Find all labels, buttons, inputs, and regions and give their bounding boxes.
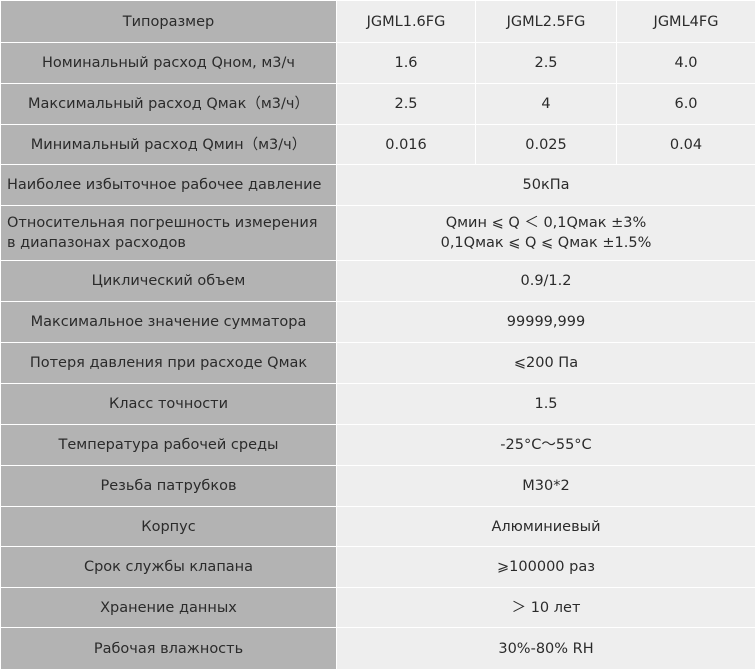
label-line: в диапазонах расходов	[7, 235, 186, 251]
label-line: Относительная погрешность измерения	[7, 215, 318, 231]
row-value-cell: 30%-80% RH	[336, 627, 756, 670]
row-value-cell: 6.0	[616, 83, 756, 125]
table-row: Температура рабочей среды -25°С～55°С	[0, 424, 756, 466]
header-label-cell: Типоразмер	[0, 0, 337, 43]
row-value-cell: ⩽200 Па	[336, 342, 756, 384]
table-row: Резьба патрубков M30*2	[0, 465, 756, 507]
table-row: Максимальное значение сумматора 99999,99…	[0, 301, 756, 343]
table-row: Циклический объем 0.9/1.2	[0, 260, 756, 302]
row-value-cell: Алюминиевый	[336, 506, 756, 547]
row-label-cell: Минимальный расход Qмин（м3/ч）	[0, 124, 337, 165]
row-label-cell: Корпус	[0, 506, 337, 547]
row-value-cell: 0.016	[336, 124, 476, 165]
row-value-cell: 0.025	[475, 124, 617, 165]
row-label-cell: Резьба патрубков	[0, 465, 337, 507]
table-row: Относительная погрешность измерения в ди…	[0, 205, 756, 261]
row-label-cell: Номинальный расход Qном, м3/ч	[0, 42, 337, 84]
model-header-cell: JGML4FG	[616, 0, 756, 43]
row-value-cell: 99999,999	[336, 301, 756, 343]
row-label-cell: Циклический объем	[0, 260, 337, 302]
row-value-cell: 1.6	[336, 42, 476, 84]
row-label-cell: Рабочая влажность	[0, 627, 337, 670]
value-line: 0,1Qмак ⩽ Q ⩽ Qмак ±1.5%	[440, 235, 652, 251]
row-value-cell: 2.5	[336, 83, 476, 125]
table-row: Потеря давления при расходе Qмак ⩽200 Па	[0, 342, 756, 384]
row-value-cell: Qмин ⩽ Q ＜ 0,1Qмак ±3% 0,1Qмак ⩽ Q ⩽ Qма…	[336, 205, 756, 261]
row-label-cell: Срок службы клапана	[0, 546, 337, 588]
row-value-cell: 2.5	[475, 42, 617, 84]
table-row: Корпус Алюминиевый	[0, 506, 756, 547]
row-value-cell: M30*2	[336, 465, 756, 507]
row-label-cell: Класс точности	[0, 383, 337, 425]
row-value-cell: 4	[475, 83, 617, 125]
row-value-cell: 0.9/1.2	[336, 260, 756, 302]
row-value-cell: ⩾100000 раз	[336, 546, 756, 588]
model-header-cell: JGML2.5FG	[475, 0, 617, 43]
row-value-cell: 50кПа	[336, 164, 756, 206]
table-row: Срок службы клапана ⩾100000 раз	[0, 546, 756, 588]
row-label-cell: Потеря давления при расходе Qмак	[0, 342, 337, 384]
model-header-cell: JGML1.6FG	[336, 0, 476, 43]
table-row: Хранение данных ＞ 10 лет	[0, 587, 756, 628]
table-row: Минимальный расход Qмин（м3/ч） 0.016 0.02…	[0, 124, 756, 165]
table-row: Рабочая влажность 30%-80% RH	[0, 627, 756, 670]
row-label-cell: Максимальный расход Qмак（м3/ч）	[0, 83, 337, 125]
table-row: Наиболее избыточное рабочее давление 50к…	[0, 164, 756, 206]
row-label-cell: Температура рабочей среды	[0, 424, 337, 466]
table-row: Максимальный расход Qмак（м3/ч） 2.5 4 6.0	[0, 83, 756, 125]
row-label-cell: Максимальное значение сумматора	[0, 301, 337, 343]
table-header-row: Типоразмер JGML1.6FG JGML2.5FG JGML4FG	[0, 0, 756, 43]
row-label-cell: Относительная погрешность измерения в ди…	[0, 205, 337, 261]
value-line: Qмин ⩽ Q ＜ 0,1Qмак ±3%	[445, 215, 647, 231]
row-label-cell: Наиболее избыточное рабочее давление	[0, 164, 337, 206]
row-value-cell: 4.0	[616, 42, 756, 84]
table-row: Номинальный расход Qном, м3/ч 1.6 2.5 4.…	[0, 42, 756, 84]
row-value-cell: -25°С～55°С	[336, 424, 756, 466]
row-value-cell: 1.5	[336, 383, 756, 425]
row-value-cell: 0.04	[616, 124, 756, 165]
row-value-cell: ＞ 10 лет	[336, 587, 756, 628]
row-label-cell: Хранение данных	[0, 587, 337, 628]
table-row: Класс точности 1.5	[0, 383, 756, 425]
